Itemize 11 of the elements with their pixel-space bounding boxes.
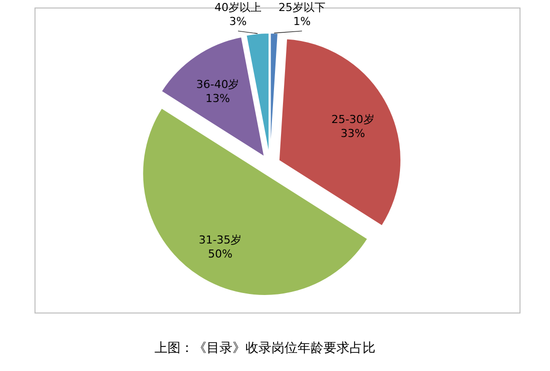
data-label: 13% xyxy=(206,92,230,106)
data-label: 3% xyxy=(229,15,247,28)
data-label: 50% xyxy=(208,247,232,260)
data-label: 33% xyxy=(340,126,366,140)
slice-label: 40岁以上 xyxy=(214,1,262,14)
slice-label: 25岁以下 xyxy=(278,1,326,14)
slice-label: 36-40岁 xyxy=(196,78,240,92)
slice-label: 31-35岁 xyxy=(198,233,242,246)
slice-label: 25-30岁 xyxy=(331,112,374,126)
text: 上图：《目录》收录岗位年龄要求占比 xyxy=(154,341,376,356)
data-label: 1% xyxy=(293,15,311,28)
